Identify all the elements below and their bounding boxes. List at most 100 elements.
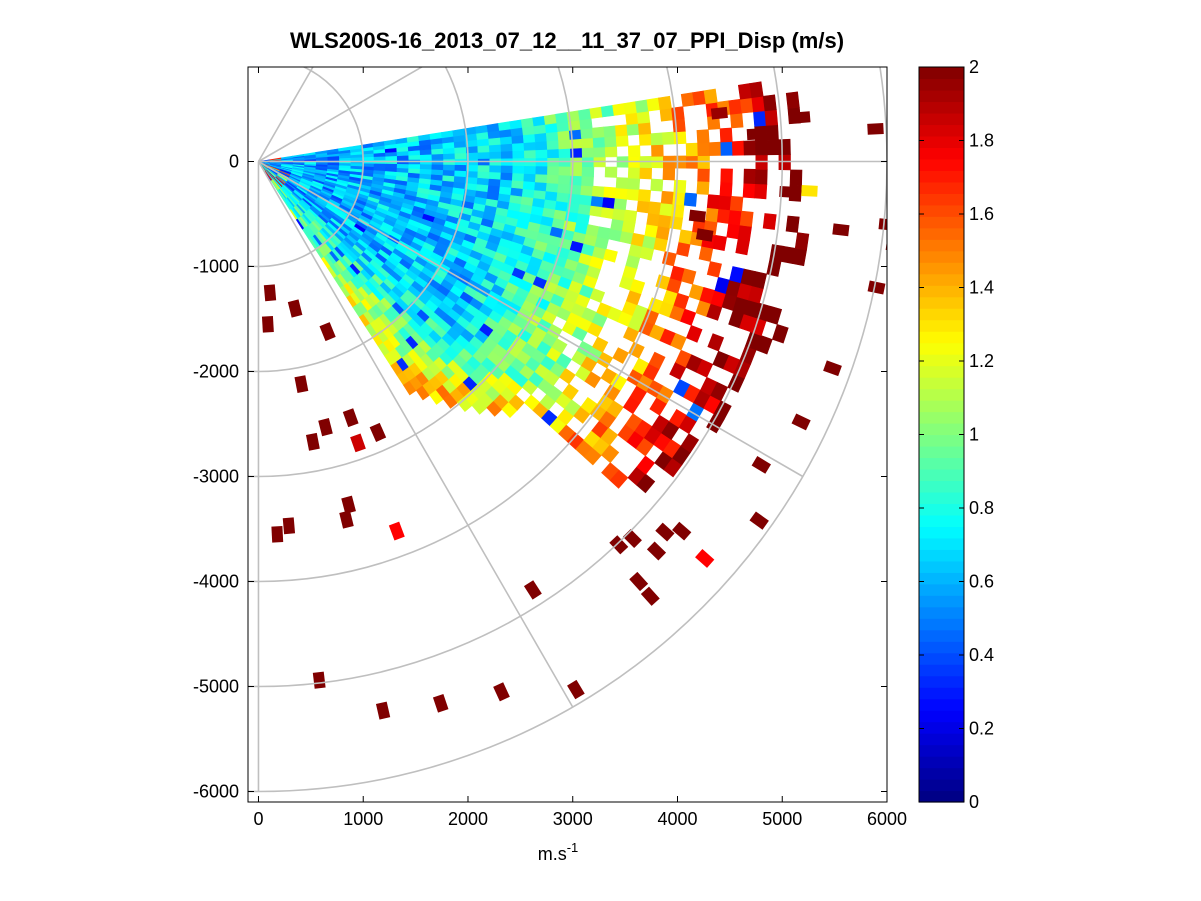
x-tick-label: 0 bbox=[253, 809, 263, 829]
scan-cell bbox=[580, 127, 594, 139]
colorbar-swatch bbox=[919, 491, 964, 504]
scan-cell bbox=[305, 432, 320, 451]
scan-cell bbox=[730, 112, 744, 129]
scan-cell bbox=[793, 111, 811, 124]
scan-cell bbox=[477, 151, 491, 159]
scan-cell bbox=[558, 139, 571, 150]
scan-cell bbox=[520, 117, 535, 128]
scan-cell bbox=[523, 149, 537, 159]
scan-cell bbox=[765, 124, 779, 141]
scan-cell bbox=[603, 186, 617, 199]
y-tick-label: 0 bbox=[229, 152, 239, 172]
scan-cell bbox=[686, 325, 703, 343]
scan-cell bbox=[728, 98, 743, 115]
colorbar-swatch bbox=[919, 158, 964, 171]
scan-cell bbox=[408, 167, 421, 174]
scan-cell bbox=[577, 203, 592, 216]
scan-cell bbox=[613, 197, 628, 211]
y-tick-label: -2000 bbox=[193, 362, 239, 382]
scan-cell bbox=[639, 167, 653, 180]
scan-cell bbox=[737, 224, 752, 242]
scan-cell bbox=[648, 351, 666, 370]
scan-cell bbox=[695, 228, 714, 242]
scan-cell bbox=[660, 190, 675, 205]
scan-cell bbox=[659, 107, 674, 122]
colorbar-swatch bbox=[919, 296, 964, 309]
scan-cells bbox=[258, 81, 887, 720]
scan-cell bbox=[615, 177, 629, 190]
scan-cell bbox=[589, 106, 603, 119]
colorbar-swatch bbox=[919, 89, 964, 103]
scan-cell bbox=[523, 580, 542, 600]
scan-cell bbox=[626, 123, 640, 136]
scan-cell bbox=[878, 218, 887, 231]
scan-cell bbox=[442, 169, 456, 177]
x-tick-label: 4000 bbox=[657, 809, 697, 829]
scan-cell bbox=[558, 165, 572, 176]
colorbar-tick-label: 2 bbox=[969, 57, 979, 77]
colorbar-swatch bbox=[919, 664, 964, 677]
scan-cell bbox=[771, 324, 789, 344]
colorbar-swatch bbox=[919, 560, 964, 573]
scan-cell bbox=[443, 164, 456, 171]
scan-cell bbox=[581, 166, 595, 177]
scan-cell bbox=[604, 146, 618, 158]
scan-cell bbox=[680, 92, 695, 107]
scan-cell bbox=[443, 152, 456, 160]
colorbar-swatch bbox=[919, 698, 964, 711]
colorbar-swatch bbox=[919, 227, 964, 240]
y-axis: 0 -1000 -2000 -3000 -4000 -5000 -6000 bbox=[193, 152, 887, 802]
scan-cell bbox=[749, 81, 764, 99]
scan-cell bbox=[585, 224, 600, 237]
scan-cell bbox=[547, 148, 560, 159]
scan-cell bbox=[753, 110, 767, 127]
scan-cell bbox=[512, 165, 525, 174]
scan-cell bbox=[713, 400, 732, 421]
colorbar-swatch bbox=[919, 170, 964, 183]
scan-cell bbox=[500, 150, 514, 159]
scan-cell bbox=[562, 383, 579, 401]
grid-spoke bbox=[258, 67, 424, 163]
scan-cell bbox=[742, 182, 756, 199]
colorbar-swatch bbox=[919, 618, 964, 631]
scan-cell bbox=[555, 112, 569, 124]
colorbar-tick-label: 1.2 bbox=[969, 351, 994, 371]
scan-cell bbox=[545, 131, 559, 142]
scan-cell bbox=[610, 218, 625, 232]
scan-cell bbox=[648, 201, 662, 215]
colorbar-swatch bbox=[919, 239, 964, 252]
scan-cell bbox=[589, 205, 603, 218]
colorbar-swatch bbox=[919, 434, 964, 447]
scan-cell bbox=[500, 143, 514, 152]
scan-cell bbox=[731, 140, 745, 156]
scan-cell bbox=[535, 149, 548, 159]
scan-cell bbox=[535, 165, 548, 175]
colorbar-swatch bbox=[919, 101, 964, 114]
scan-cell bbox=[342, 408, 359, 428]
colorbar-swatch bbox=[919, 377, 964, 390]
scan-cell bbox=[510, 187, 524, 197]
scan-cell bbox=[601, 444, 620, 464]
scan-cell bbox=[318, 417, 333, 437]
scan-cell bbox=[696, 180, 710, 195]
grid-spoke bbox=[258, 160, 804, 478]
scan-cell bbox=[635, 99, 649, 113]
colorbar-swatch bbox=[919, 733, 964, 746]
scan-cell bbox=[785, 91, 800, 109]
scan-cell bbox=[627, 177, 641, 190]
colorbar-swatch bbox=[919, 342, 964, 355]
scan-cell bbox=[557, 183, 571, 194]
scan-cell bbox=[350, 433, 366, 453]
scan-cell bbox=[705, 207, 720, 223]
scan-cell bbox=[823, 360, 842, 377]
scan-cell bbox=[486, 123, 500, 133]
scan-cell bbox=[650, 178, 664, 192]
colorbar-swatch bbox=[919, 78, 964, 91]
scan-cell bbox=[726, 223, 741, 240]
scan-cell bbox=[867, 280, 886, 295]
scan-cell bbox=[509, 119, 523, 130]
scan-cell bbox=[695, 548, 715, 568]
scan-cell bbox=[659, 202, 674, 217]
colorbar-swatch bbox=[919, 112, 964, 126]
colorbar-tick-label: 1.6 bbox=[969, 204, 994, 224]
